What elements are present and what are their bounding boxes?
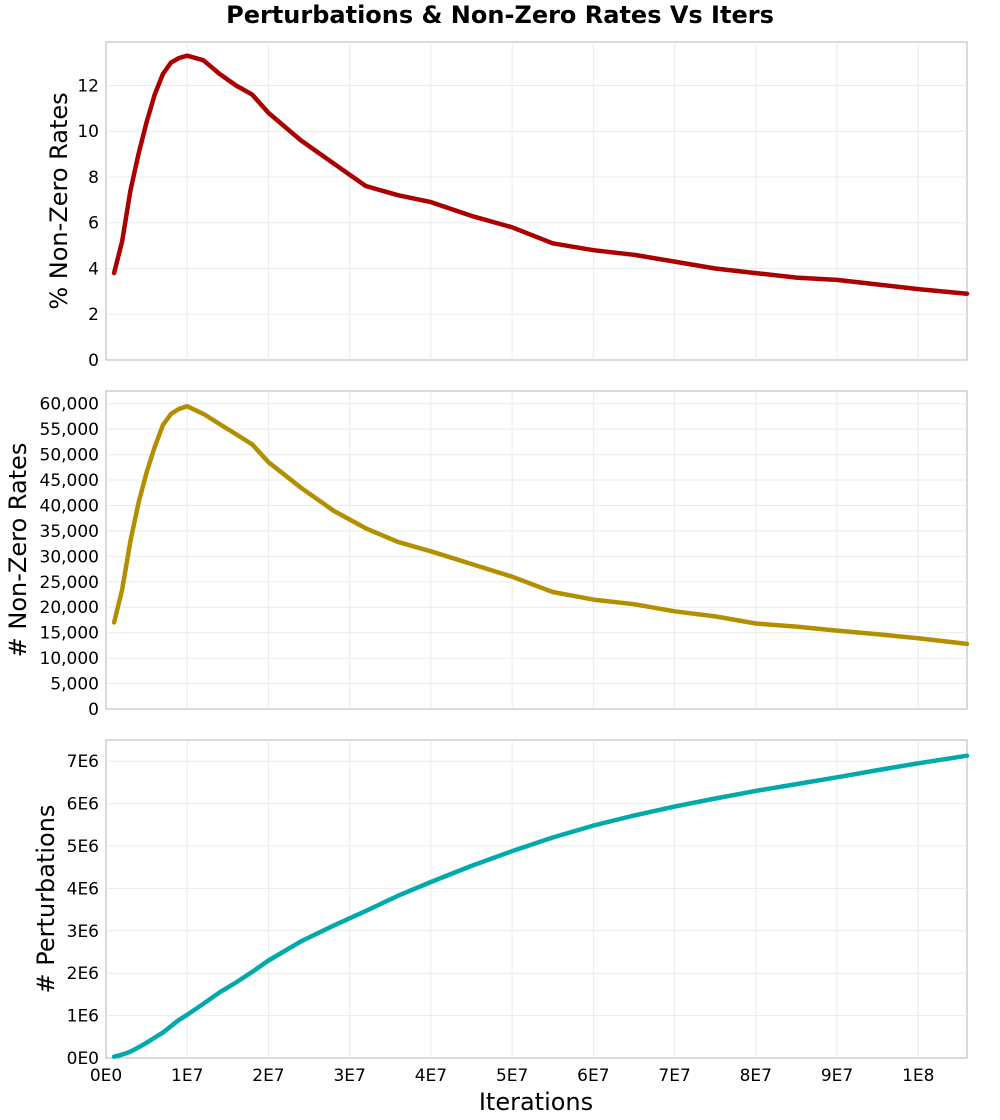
panel-1-grid [106, 391, 967, 709]
y-tick-label: 10 [77, 122, 99, 142]
y-tick-label: 12 [77, 76, 99, 96]
panel-0-series [111, 53, 970, 296]
panel-perturbations: 0E0 1E6 2E6 3E6 4E6 5E6 6E6 7E6 # Perturbations [32, 739, 970, 1069]
x-axis-label: Iterations [479, 1088, 593, 1116]
series-line [111, 404, 970, 647]
panel-count-non-zero-rates: 0 5,000 10,000 15,000 20,000 25,000 30,000 35,0… [4, 390, 970, 720]
y-tick-label: 8 [88, 168, 99, 188]
y-tick-label: 4E6 [67, 879, 99, 899]
y-tick-label: 6 [88, 214, 99, 234]
y-tick-label: 2E6 [67, 964, 99, 984]
x-tick-label: 7E7 [658, 1066, 690, 1086]
y-tick-label: 6E6 [67, 795, 99, 815]
y-axis-label-count-non-zero-rates: # Non-Zero Rates [4, 443, 32, 658]
y-tick-label: 1E6 [67, 1007, 99, 1027]
y-tick-label: 7E6 [67, 752, 99, 772]
y-tick-label: 5,000 [50, 675, 99, 695]
y-tick-label: 0E0 [67, 1049, 99, 1069]
y-axis-label-percent-non-zero-rates: % Non-Zero Rates [45, 92, 73, 309]
panel-2-y-ticks: 0E0 1E6 2E6 3E6 4E6 5E6 6E6 7E6 [67, 752, 99, 1069]
x-tick-label: 2E7 [252, 1066, 284, 1086]
panel-2-series [111, 753, 970, 1059]
y-tick-label: 60,000 [40, 395, 99, 415]
y-tick-label: 2 [88, 305, 99, 325]
y-tick-label: 4 [88, 259, 99, 279]
plot-area [105, 41, 968, 361]
plot-area [105, 390, 968, 710]
x-tick-label: 5E7 [496, 1066, 528, 1086]
panel-0-grid [106, 42, 967, 360]
x-tick-label: 4E7 [415, 1066, 447, 1086]
y-tick-label: 0 [88, 351, 99, 371]
x-tick-label: 6E7 [577, 1066, 609, 1086]
plot-area [105, 739, 968, 1059]
y-tick-label: 0 [88, 700, 99, 720]
x-tick-label: 9E7 [821, 1066, 853, 1086]
y-tick-label: 15,000 [40, 624, 99, 644]
x-tick-label: 3E7 [333, 1066, 365, 1086]
y-tick-label: 55,000 [40, 420, 99, 440]
y-tick-label: 20,000 [40, 598, 99, 618]
y-tick-label: 25,000 [40, 573, 99, 593]
panel-1-series [111, 404, 970, 647]
panel-0-y-ticks: 0 2 4 6 8 10 12 [77, 76, 99, 371]
x-axis-ticks: 0E0 1E7 2E7 3E7 4E7 5E7 6E7 7E7 8E7 9E7 1E8 [90, 1066, 935, 1086]
y-tick-label: 3E6 [67, 922, 99, 942]
y-tick-label: 30,000 [40, 547, 99, 567]
y-tick-label: 10,000 [40, 649, 99, 669]
y-axis-label-perturbations: # Perturbations [32, 805, 60, 994]
panel-2-grid [106, 740, 967, 1058]
chart-title: Perturbations & Non-Zero Rates Vs Iters [226, 1, 774, 29]
x-tick-label: 8E7 [740, 1066, 772, 1086]
panel-percent-non-zero-rates: 0 2 4 6 8 10 12 % Non-Zero Rates [45, 41, 970, 371]
y-tick-label: 35,000 [40, 522, 99, 542]
y-tick-label: 5E6 [67, 837, 99, 857]
series-line [111, 53, 970, 296]
x-tick-label: 1E8 [902, 1066, 934, 1086]
y-tick-label: 50,000 [40, 446, 99, 466]
series-line [111, 753, 970, 1059]
y-tick-label: 40,000 [40, 496, 99, 516]
panel-1-y-ticks: 0 5,000 10,000 15,000 20,000 25,000 30,000 35,0… [40, 395, 99, 720]
x-tick-label: 1E7 [171, 1066, 203, 1086]
x-tick-label: 0E0 [90, 1066, 122, 1086]
y-tick-label: 45,000 [40, 471, 99, 491]
